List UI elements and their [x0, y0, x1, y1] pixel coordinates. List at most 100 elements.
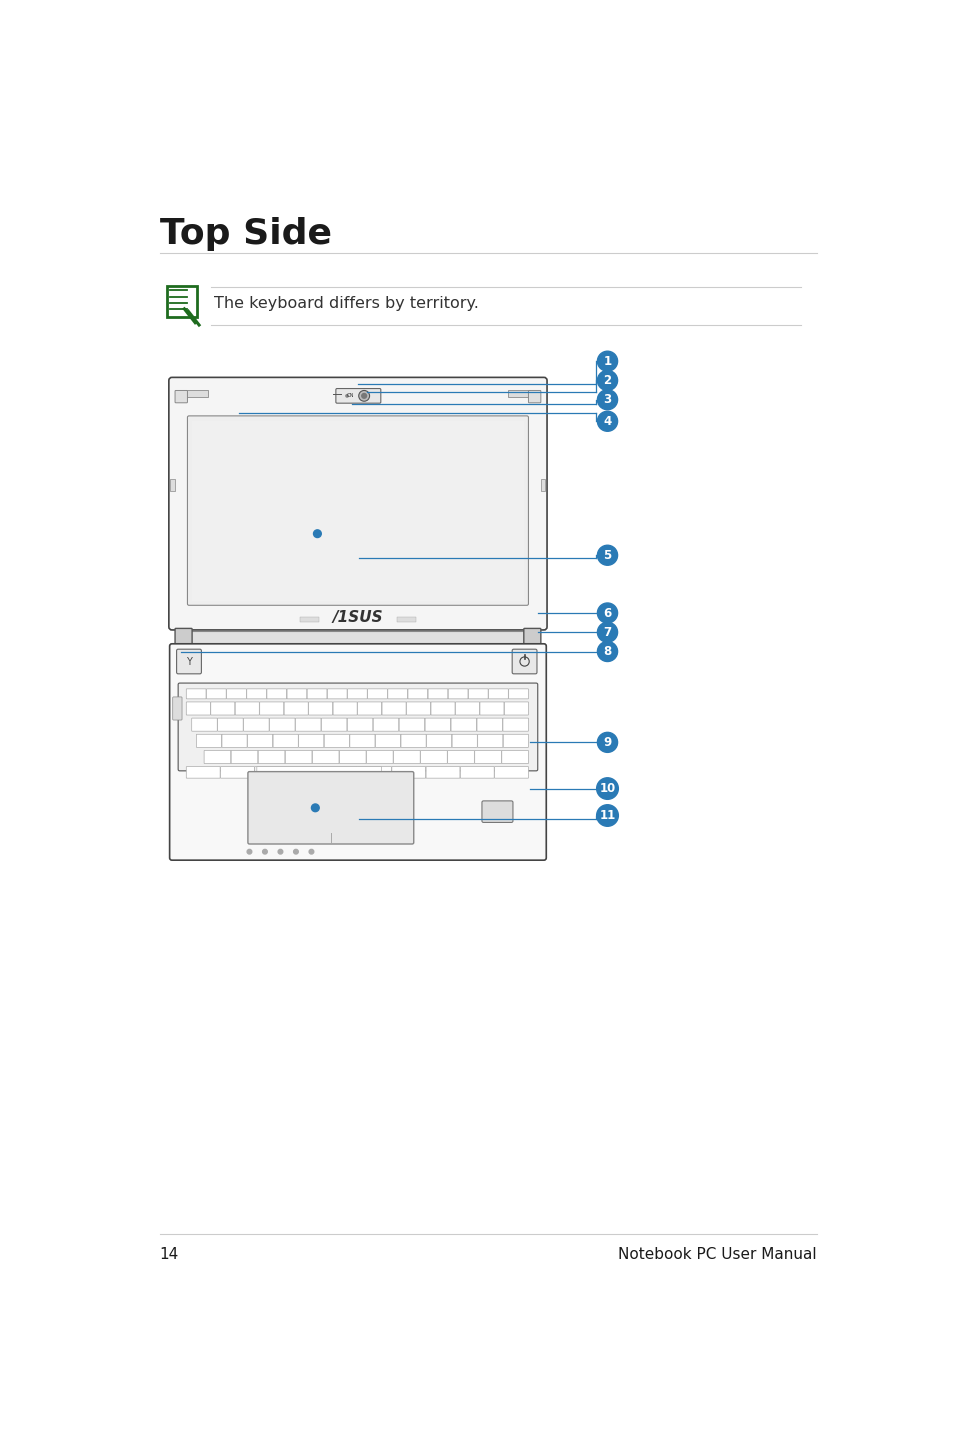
FancyBboxPatch shape: [431, 702, 455, 715]
FancyBboxPatch shape: [259, 702, 283, 715]
FancyBboxPatch shape: [347, 689, 367, 699]
Circle shape: [360, 393, 367, 398]
FancyBboxPatch shape: [347, 718, 373, 731]
FancyBboxPatch shape: [169, 377, 546, 630]
FancyBboxPatch shape: [428, 689, 447, 699]
Text: 5: 5: [602, 549, 611, 562]
FancyBboxPatch shape: [381, 702, 406, 715]
FancyBboxPatch shape: [455, 702, 479, 715]
FancyBboxPatch shape: [247, 735, 273, 748]
FancyBboxPatch shape: [186, 766, 220, 778]
FancyBboxPatch shape: [447, 751, 474, 764]
FancyBboxPatch shape: [321, 718, 347, 731]
FancyBboxPatch shape: [196, 735, 221, 748]
Text: 7: 7: [603, 626, 611, 638]
Text: 11: 11: [598, 810, 615, 823]
FancyBboxPatch shape: [167, 286, 196, 316]
Text: 2: 2: [603, 374, 611, 387]
FancyBboxPatch shape: [357, 702, 381, 715]
FancyBboxPatch shape: [523, 628, 540, 647]
Text: The keyboard differs by territory.: The keyboard differs by territory.: [213, 296, 478, 311]
FancyBboxPatch shape: [488, 689, 508, 699]
Text: 3: 3: [603, 393, 611, 406]
Circle shape: [597, 641, 617, 661]
FancyBboxPatch shape: [366, 751, 393, 764]
FancyBboxPatch shape: [192, 718, 217, 731]
FancyBboxPatch shape: [285, 751, 312, 764]
FancyBboxPatch shape: [295, 718, 320, 731]
FancyBboxPatch shape: [481, 801, 513, 823]
FancyBboxPatch shape: [504, 702, 528, 715]
FancyBboxPatch shape: [528, 391, 540, 403]
Bar: [187, 631, 528, 644]
FancyBboxPatch shape: [501, 751, 528, 764]
Text: 6: 6: [602, 607, 611, 620]
FancyBboxPatch shape: [323, 766, 356, 778]
FancyBboxPatch shape: [186, 689, 206, 699]
FancyBboxPatch shape: [298, 735, 323, 748]
FancyBboxPatch shape: [287, 689, 307, 699]
FancyBboxPatch shape: [258, 751, 285, 764]
FancyBboxPatch shape: [178, 683, 537, 771]
FancyBboxPatch shape: [174, 628, 192, 647]
Bar: [171, 479, 174, 490]
Bar: [508, 391, 530, 397]
Circle shape: [345, 394, 349, 398]
Text: 4: 4: [602, 414, 611, 427]
FancyBboxPatch shape: [477, 735, 502, 748]
FancyBboxPatch shape: [502, 718, 528, 731]
FancyBboxPatch shape: [267, 689, 286, 699]
FancyBboxPatch shape: [460, 766, 494, 778]
FancyBboxPatch shape: [408, 689, 427, 699]
FancyBboxPatch shape: [312, 751, 338, 764]
FancyBboxPatch shape: [406, 702, 430, 715]
FancyBboxPatch shape: [373, 718, 398, 731]
FancyBboxPatch shape: [425, 718, 450, 731]
FancyBboxPatch shape: [204, 751, 231, 764]
Bar: [192, 420, 523, 601]
FancyBboxPatch shape: [254, 766, 289, 778]
Text: 9: 9: [602, 736, 611, 749]
Circle shape: [311, 804, 319, 811]
Circle shape: [597, 371, 617, 391]
FancyBboxPatch shape: [451, 718, 476, 731]
FancyBboxPatch shape: [206, 689, 226, 699]
Text: Y: Y: [186, 657, 192, 666]
FancyBboxPatch shape: [350, 735, 375, 748]
Circle shape: [247, 850, 252, 854]
Circle shape: [596, 805, 618, 827]
FancyBboxPatch shape: [335, 388, 380, 403]
FancyBboxPatch shape: [324, 735, 349, 748]
Text: 14: 14: [159, 1247, 178, 1263]
Text: ON: ON: [346, 394, 354, 398]
Circle shape: [358, 391, 369, 401]
FancyBboxPatch shape: [247, 689, 266, 699]
Text: 8: 8: [602, 646, 611, 659]
Circle shape: [596, 778, 618, 800]
FancyBboxPatch shape: [174, 391, 187, 403]
FancyBboxPatch shape: [217, 718, 243, 731]
FancyBboxPatch shape: [420, 751, 447, 764]
FancyBboxPatch shape: [475, 751, 501, 764]
FancyBboxPatch shape: [394, 751, 419, 764]
FancyBboxPatch shape: [289, 766, 322, 778]
Circle shape: [597, 390, 617, 410]
FancyBboxPatch shape: [367, 689, 387, 699]
FancyBboxPatch shape: [220, 766, 254, 778]
FancyBboxPatch shape: [273, 735, 298, 748]
FancyBboxPatch shape: [284, 702, 308, 715]
FancyBboxPatch shape: [222, 735, 247, 748]
FancyBboxPatch shape: [309, 702, 333, 715]
FancyBboxPatch shape: [494, 766, 528, 778]
FancyBboxPatch shape: [248, 772, 414, 844]
Bar: [396, 617, 416, 623]
Circle shape: [597, 545, 617, 565]
FancyBboxPatch shape: [387, 689, 407, 699]
Circle shape: [309, 850, 314, 854]
FancyBboxPatch shape: [375, 735, 400, 748]
FancyBboxPatch shape: [503, 735, 528, 748]
FancyBboxPatch shape: [448, 689, 468, 699]
FancyBboxPatch shape: [256, 766, 381, 778]
FancyBboxPatch shape: [235, 702, 259, 715]
FancyBboxPatch shape: [327, 689, 347, 699]
